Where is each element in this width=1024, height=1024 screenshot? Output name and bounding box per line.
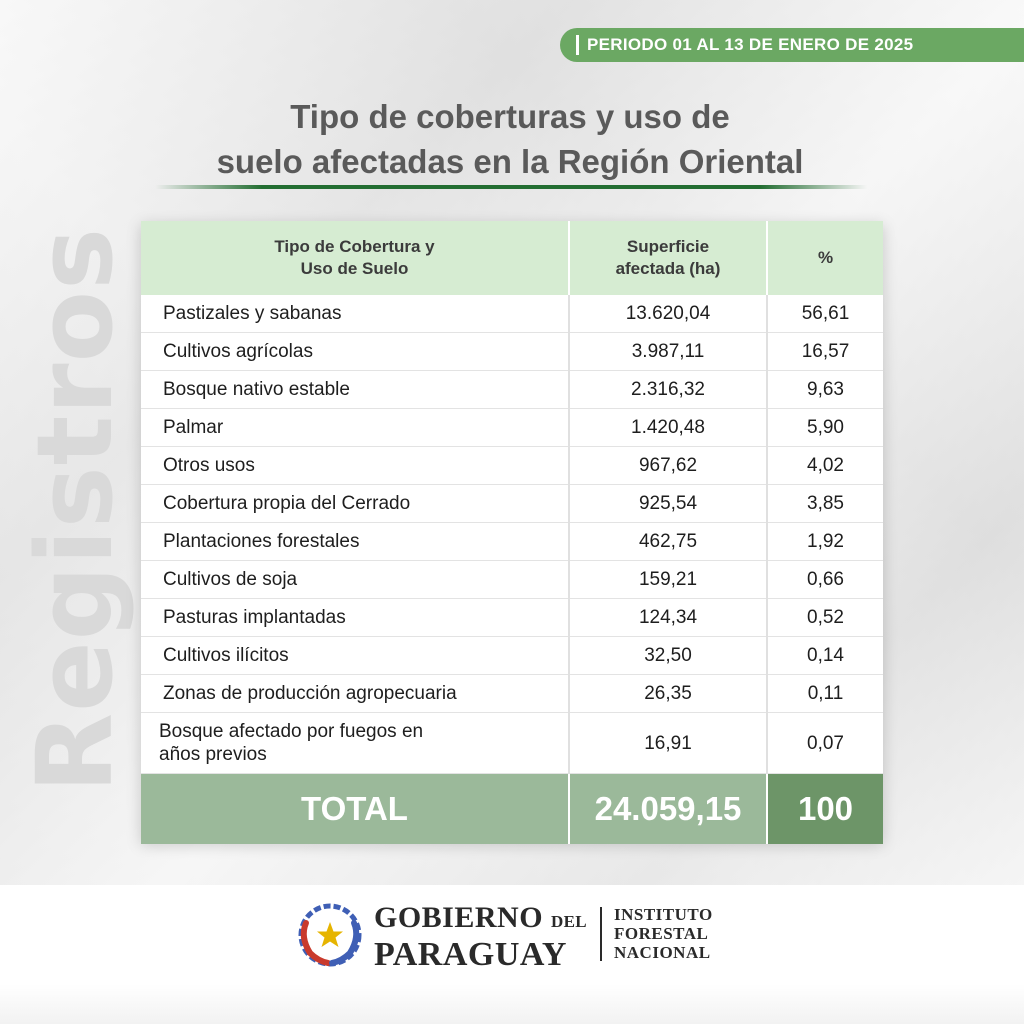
table-row: Bosque nativo estable 2.316,32 9,63 bbox=[141, 370, 883, 409]
row-area: 26,35 bbox=[569, 674, 768, 713]
table-row: Otros usos 967,62 4,02 bbox=[141, 446, 883, 485]
total-row: TOTAL 24.059,15 100 bbox=[141, 773, 883, 844]
total-label: TOTAL bbox=[141, 773, 570, 844]
row-percent: 0,07 bbox=[767, 712, 883, 774]
table-row: Zonas de producción agropecuaria 26,35 0… bbox=[141, 674, 883, 713]
coverage-table: Tipo de Cobertura y Uso de Suelo Superfi… bbox=[141, 221, 883, 844]
row-area: 13.620,04 bbox=[569, 295, 768, 333]
gob-line-1: GOBIERNO DEL bbox=[374, 901, 587, 934]
header-cover-type: Tipo de Cobertura y Uso de Suelo bbox=[141, 221, 570, 295]
row-name: Bosque afectado por fuegos en años previ… bbox=[141, 712, 570, 774]
table-row: Bosque afectado por fuegos en años previ… bbox=[141, 712, 883, 774]
row-area: 124,34 bbox=[569, 598, 768, 637]
registros-watermark: Registros bbox=[14, 190, 136, 830]
period-bar bbox=[576, 35, 579, 55]
row-percent: 0,14 bbox=[767, 636, 883, 675]
row-name: Cultivos agrícolas bbox=[141, 332, 570, 371]
footer-divider bbox=[600, 907, 602, 961]
row-area: 967,62 bbox=[569, 446, 768, 485]
table-row: Palmar 1.420,48 5,90 bbox=[141, 408, 883, 447]
row-name: Plantaciones forestales bbox=[141, 522, 570, 561]
gobierno-wordmark: GOBIERNO DEL PARAGUAY bbox=[374, 903, 587, 973]
row-name: Cultivos de soja bbox=[141, 560, 570, 599]
row-percent: 16,57 bbox=[767, 332, 883, 371]
table-row: Cultivos ilícitos 32,50 0,14 bbox=[141, 636, 883, 675]
row-name: Cultivos ilícitos bbox=[141, 636, 570, 675]
table-row: Cultivos agrícolas 3.987,11 16,57 bbox=[141, 332, 883, 371]
row-percent: 0,11 bbox=[767, 674, 883, 713]
row-area: 1.420,48 bbox=[569, 408, 768, 447]
row-percent: 0,52 bbox=[767, 598, 883, 637]
row-area: 925,54 bbox=[569, 484, 768, 523]
header-area: Superficie afectada (ha) bbox=[569, 221, 768, 295]
row-percent: 0,66 bbox=[767, 560, 883, 599]
row-area: 16,91 bbox=[569, 712, 768, 774]
row-area: 3.987,11 bbox=[569, 332, 768, 371]
row-percent: 1,92 bbox=[767, 522, 883, 561]
ifn-line-2: FORESTAL bbox=[614, 924, 709, 943]
ifn-line-1: INSTITUTO bbox=[614, 905, 713, 924]
table-row: Cobertura propia del Cerrado 925,54 3,85 bbox=[141, 484, 883, 523]
row-percent: 3,85 bbox=[767, 484, 883, 523]
row-percent: 4,02 bbox=[767, 446, 883, 485]
row-name: Cobertura propia del Cerrado bbox=[141, 484, 570, 523]
row-name: Bosque nativo estable bbox=[141, 370, 570, 409]
watermark-text: Registros bbox=[14, 227, 136, 793]
table-row: Pastizales y sabanas 13.620,04 56,61 bbox=[141, 295, 883, 333]
row-percent: 9,63 bbox=[767, 370, 883, 409]
gob-line-2: PARAGUAY bbox=[374, 936, 567, 973]
row-percent: 5,90 bbox=[767, 408, 883, 447]
table-row: Plantaciones forestales 462,75 1,92 bbox=[141, 522, 883, 561]
row-percent: 56,61 bbox=[767, 295, 883, 333]
row-name: Palmar bbox=[141, 408, 570, 447]
row-name: Zonas de producción agropecuaria bbox=[141, 674, 570, 713]
total-percent: 100 bbox=[767, 773, 883, 844]
period-text: PERIODO 01 AL 13 DE ENERO DE 2025 bbox=[587, 35, 914, 54]
row-area: 32,50 bbox=[569, 636, 768, 675]
page-title: Tipo de coberturas y uso de suelo afecta… bbox=[140, 94, 880, 184]
footer: GOBIERNO DEL PARAGUAY INSTITUTO FORESTAL… bbox=[0, 885, 1024, 1024]
instituto-wordmark: INSTITUTO FORESTAL NACIONAL bbox=[614, 905, 713, 962]
row-name: Pasturas implantadas bbox=[141, 598, 570, 637]
table-row: Pasturas implantadas 124,34 0,52 bbox=[141, 598, 883, 637]
period-badge: PERIODO 01 AL 13 DE ENERO DE 2025 bbox=[560, 28, 1024, 62]
row-area: 2.316,32 bbox=[569, 370, 768, 409]
ifn-line-3: NACIONAL bbox=[614, 943, 711, 962]
header-percent: % bbox=[767, 221, 883, 295]
title-line-2: suelo afectadas en la Región Oriental bbox=[216, 143, 804, 180]
row-area: 462,75 bbox=[569, 522, 768, 561]
table-row: Cultivos de soja 159,21 0,66 bbox=[141, 560, 883, 599]
title-underline bbox=[155, 185, 867, 189]
total-area: 24.059,15 bbox=[569, 773, 768, 844]
row-area: 159,21 bbox=[569, 560, 768, 599]
title-line-1: Tipo de coberturas y uso de bbox=[290, 98, 730, 135]
row-name: Pastizales y sabanas bbox=[141, 295, 570, 333]
national-emblem-icon bbox=[298, 903, 362, 967]
table-header-row: Tipo de Cobertura y Uso de Suelo Superfi… bbox=[141, 221, 883, 295]
row-name: Otros usos bbox=[141, 446, 570, 485]
